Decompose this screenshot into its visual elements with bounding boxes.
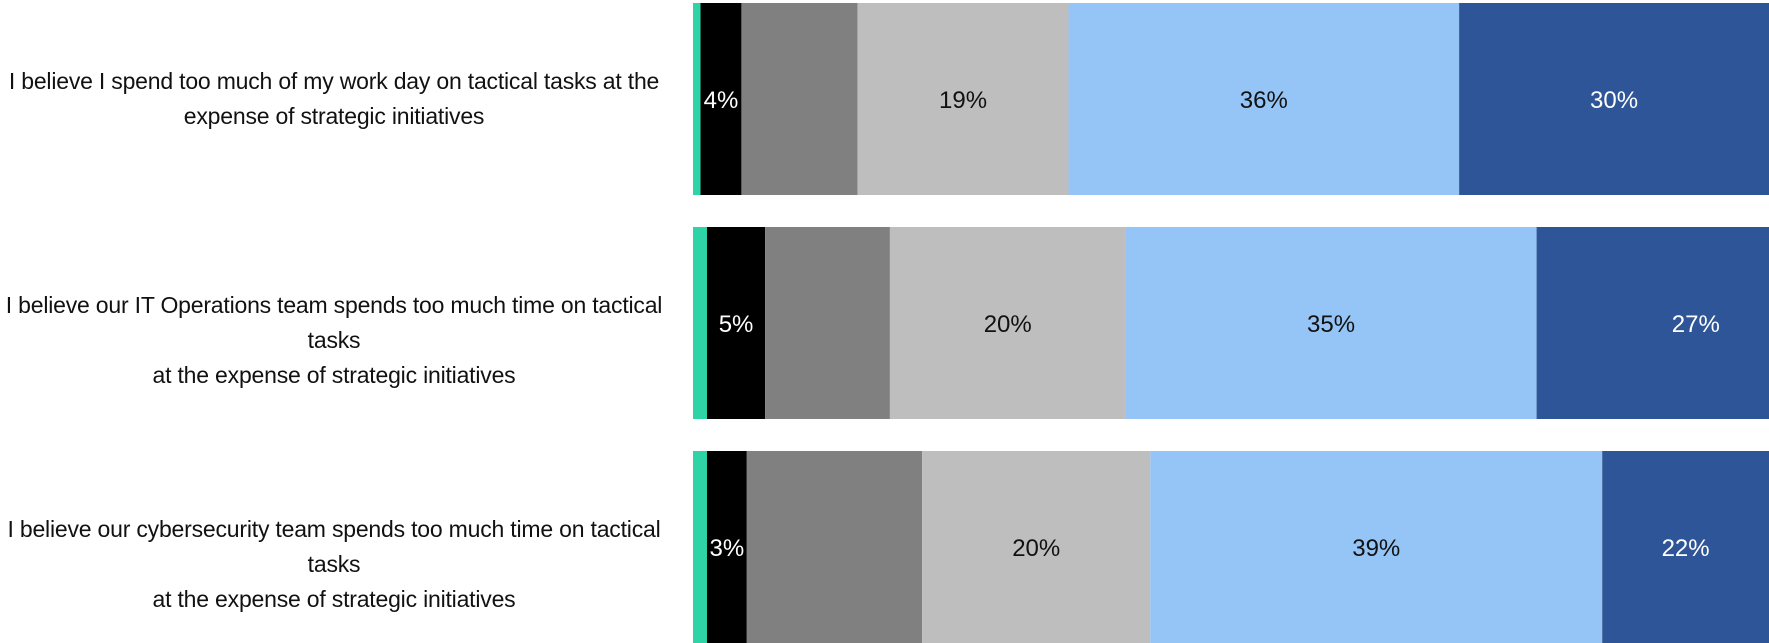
bar-segment: [741, 3, 858, 195]
bar-segment: [1150, 451, 1603, 643]
category-label-line: expense of strategic initiatives: [183, 103, 485, 129]
category-label-line: at the expense of strategic initiatives: [152, 586, 516, 612]
data-label: 19%: [939, 87, 987, 114]
bar-segment: [700, 3, 742, 195]
data-label: 22%: [1662, 535, 1710, 562]
bar-segment: [706, 227, 766, 419]
data-label: 39%: [1352, 535, 1400, 562]
data-label: 20%: [1012, 535, 1060, 562]
bar-segment: [693, 3, 701, 195]
bar-segment: [765, 227, 890, 419]
data-label: 36%: [1240, 87, 1288, 114]
category-label-line: I believe our cybersecurity team spends …: [7, 516, 661, 577]
category-label-line: I believe I spend too much of my work da…: [8, 68, 660, 94]
data-label: 35%: [1307, 311, 1355, 338]
bar-segment: [746, 451, 923, 643]
data-label: 5%: [719, 311, 754, 338]
data-label: 20%: [984, 311, 1032, 338]
data-label: 4%: [704, 87, 739, 114]
data-label: 3%: [710, 535, 745, 562]
bar-segment: [889, 227, 1126, 419]
data-label: 30%: [1590, 87, 1638, 114]
category-label: I believe our cybersecurity team spends …: [0, 512, 668, 617]
bar-segment: [693, 227, 707, 419]
bar-segment: [1125, 227, 1537, 419]
bar-segment: [857, 3, 1069, 195]
category-label-line: at the expense of strategic initiatives: [152, 362, 516, 388]
data-label: 27%: [1672, 311, 1720, 338]
bar-segment: [706, 451, 747, 643]
bar-segment: [693, 451, 707, 643]
bar-segment: [922, 451, 1151, 643]
category-label: I believe I spend too much of my work da…: [0, 64, 668, 134]
category-label: I believe our IT Operations team spends …: [0, 288, 668, 393]
bar-segment: [1068, 3, 1460, 195]
bar-segment: [1459, 3, 1769, 195]
bar-segment: [1602, 451, 1769, 643]
bar-segment: [1536, 227, 1769, 419]
category-label-line: I believe our IT Operations team spends …: [5, 292, 663, 353]
